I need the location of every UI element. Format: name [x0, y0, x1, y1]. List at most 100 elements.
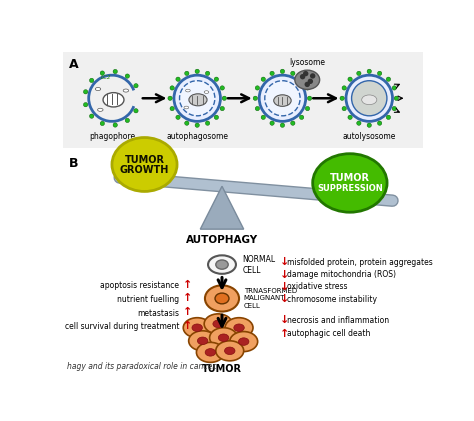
Circle shape [113, 69, 118, 74]
Text: AUTOPHAGY: AUTOPHAGY [186, 234, 258, 245]
Text: ↑: ↑ [280, 329, 290, 339]
Text: ↑: ↑ [183, 321, 192, 331]
Ellipse shape [123, 89, 128, 92]
Circle shape [214, 77, 219, 81]
Ellipse shape [184, 106, 189, 109]
Ellipse shape [204, 314, 232, 334]
Circle shape [90, 114, 94, 118]
Text: apoptosis resistance: apoptosis resistance [100, 281, 179, 290]
Text: chromosome instability: chromosome instability [287, 295, 377, 304]
Ellipse shape [216, 341, 244, 361]
Ellipse shape [216, 260, 228, 269]
Bar [63, 52, 423, 148]
Text: ↓: ↓ [280, 315, 290, 325]
Circle shape [255, 107, 260, 111]
Circle shape [195, 69, 200, 74]
Text: ↑: ↑ [183, 307, 192, 317]
Text: TUMOR: TUMOR [202, 364, 242, 374]
Circle shape [303, 71, 309, 76]
Circle shape [386, 115, 391, 120]
Ellipse shape [103, 93, 124, 107]
Circle shape [305, 107, 310, 111]
Text: TUMOR: TUMOR [330, 173, 370, 183]
Circle shape [270, 71, 274, 75]
Ellipse shape [95, 88, 100, 91]
Ellipse shape [197, 337, 208, 344]
Circle shape [392, 86, 396, 90]
Circle shape [342, 86, 346, 90]
Text: ↓: ↓ [280, 269, 290, 280]
Circle shape [308, 96, 312, 101]
Text: TRNASFORMED
MALIGNANT
CELL: TRNASFORMED MALIGNANT CELL [244, 288, 297, 309]
Circle shape [220, 107, 224, 111]
Text: cell survival during treatment: cell survival during treatment [65, 322, 179, 331]
Text: autophagic cell death: autophagic cell death [287, 329, 371, 338]
Circle shape [280, 123, 284, 128]
Circle shape [352, 81, 387, 116]
Text: ↑: ↑ [183, 293, 192, 304]
Text: autophagosome: autophagosome [166, 132, 228, 141]
Circle shape [300, 115, 304, 120]
Ellipse shape [98, 108, 103, 111]
Text: TUMOR: TUMOR [125, 155, 164, 165]
Text: ↓: ↓ [280, 282, 290, 292]
Circle shape [205, 71, 210, 75]
Text: autolysosome: autolysosome [343, 132, 396, 141]
Circle shape [259, 75, 306, 121]
Circle shape [113, 123, 118, 127]
Ellipse shape [215, 293, 229, 304]
Circle shape [348, 77, 352, 81]
Circle shape [214, 115, 219, 120]
Circle shape [340, 96, 344, 101]
Circle shape [176, 77, 180, 81]
Text: misfolded protein, protein aggregates: misfolded protein, protein aggregates [287, 258, 433, 267]
Circle shape [125, 118, 129, 123]
Circle shape [291, 71, 295, 75]
Circle shape [176, 115, 180, 120]
Circle shape [280, 69, 284, 74]
Text: SUPPRESSION: SUPPRESSION [317, 184, 383, 193]
Ellipse shape [273, 95, 291, 107]
Circle shape [205, 121, 210, 125]
Ellipse shape [238, 338, 249, 345]
Circle shape [180, 81, 215, 116]
Circle shape [222, 96, 227, 101]
Circle shape [220, 86, 224, 90]
Text: NORMAL
CELL: NORMAL CELL [242, 255, 275, 274]
Ellipse shape [230, 332, 258, 352]
Circle shape [90, 78, 94, 83]
Circle shape [386, 77, 391, 81]
Ellipse shape [192, 324, 202, 331]
Ellipse shape [313, 154, 387, 212]
Ellipse shape [225, 318, 253, 338]
Circle shape [394, 96, 399, 101]
Circle shape [195, 123, 200, 128]
Circle shape [168, 96, 172, 101]
Circle shape [83, 90, 88, 94]
Text: B: B [69, 157, 78, 170]
Ellipse shape [205, 349, 216, 356]
Ellipse shape [225, 347, 235, 354]
Circle shape [253, 96, 257, 101]
Circle shape [342, 107, 346, 111]
Circle shape [85, 71, 139, 125]
Ellipse shape [208, 256, 236, 274]
Circle shape [170, 107, 174, 111]
Circle shape [261, 115, 265, 120]
Text: LC2: LC2 [101, 75, 111, 80]
Circle shape [174, 75, 220, 121]
Circle shape [125, 74, 129, 78]
Ellipse shape [186, 89, 190, 92]
Text: ↓: ↓ [280, 257, 290, 267]
Ellipse shape [112, 138, 177, 192]
Ellipse shape [189, 94, 207, 106]
Ellipse shape [210, 328, 237, 348]
Circle shape [305, 86, 310, 90]
Circle shape [377, 71, 382, 75]
Circle shape [310, 73, 315, 79]
Circle shape [357, 121, 361, 125]
Circle shape [304, 82, 310, 87]
Text: lysosome: lysosome [289, 58, 325, 67]
Circle shape [100, 71, 104, 75]
Circle shape [170, 86, 174, 90]
